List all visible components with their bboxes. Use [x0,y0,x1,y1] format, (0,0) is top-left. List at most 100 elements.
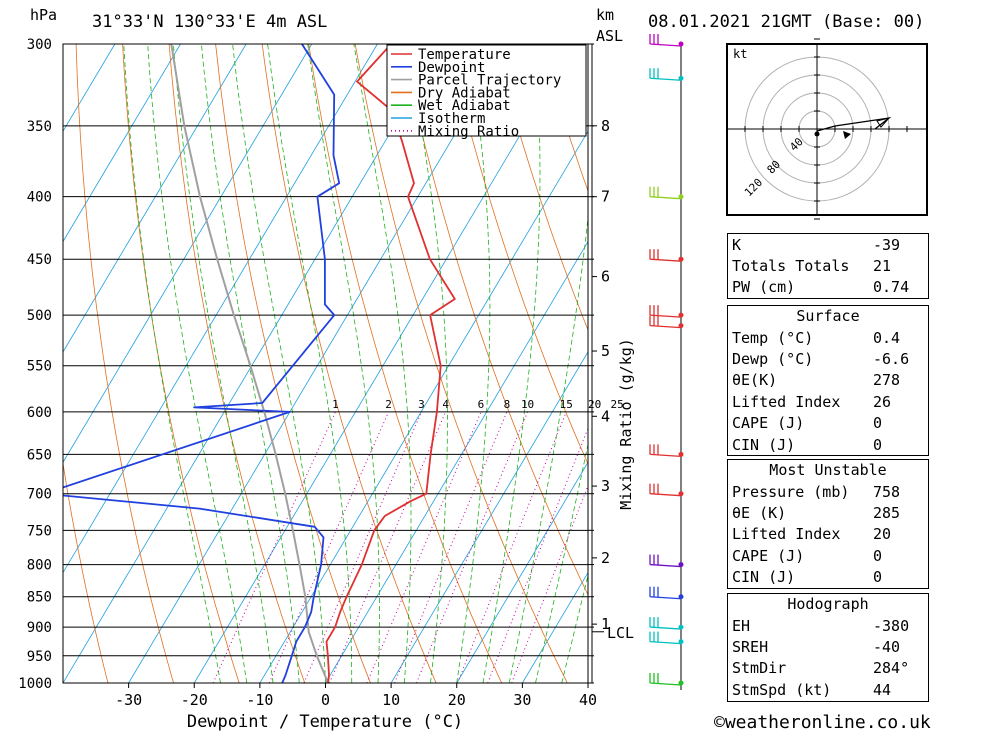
mixing-ratio-label: 25 [611,398,624,411]
most-unstable-row: Lifted Index 20 [728,524,928,545]
surface-value: -6.6 [873,350,910,369]
index-label: Totals Totals [732,257,850,276]
mixing-ratio-line [212,411,336,683]
wet-adiabat-line [407,44,448,683]
temperature-line [325,44,456,683]
hodograph-param-label: StmSpd (kt) [732,680,832,699]
most-unstable-table-title: Most Unstable [769,461,887,479]
index-value: -39 [873,235,901,254]
mixing-ratio-label: 4 [442,398,449,411]
wind-barb-shaft [649,196,682,200]
legend-label: Dewpoint [418,60,485,76]
profile-series [63,44,456,683]
surface-label: CAPE (J) [732,414,805,433]
pressure-tick-label: 700 [27,487,52,503]
wind-level-dot [678,491,684,497]
isotherm-line [63,44,378,574]
surface-row: CIN (J) 0 [728,434,928,455]
hodograph-origin [814,131,820,137]
isotherm-line [259,130,588,683]
most-unstable-label: Lifted Index [732,525,841,544]
surface-row: CAPE (J) 0 [728,413,928,434]
km-tick-label: 4 [601,407,610,425]
wind-barb-shaft [649,563,682,568]
temperature-tick-label: 40 [579,691,597,709]
mixing-ratio-line [487,427,588,683]
temperature-tick-label: 10 [382,691,400,709]
temperature-tick-label: 30 [513,691,531,709]
surface-row: Lifted Index 26 [728,391,928,412]
hodograph-param-value: -40 [873,638,901,657]
hodograph-trace [816,116,892,132]
km-tick-label: 6 [601,268,610,286]
most-unstable-row: θE (K) 285 [728,502,928,523]
most-unstable-label: CAPE (J) [732,546,805,565]
mixing-ratio-label: 6 [478,398,485,411]
x-axis-title: Dewpoint / Temperature (°C) [187,712,463,732]
isotherm-line [390,351,588,683]
dry-adiabat-line [960,44,1000,683]
most-unstable-value: 0 [873,546,883,565]
wind-barb-shaft [649,626,682,630]
storm-motion-marker [843,131,851,139]
temperature-tick-label: -30 [115,691,142,709]
wind-barb-shaft [649,493,682,497]
wind-barb-shaft [649,43,682,47]
wet-adiabat-line [232,44,326,683]
wet-adiabat-line [456,44,491,683]
wind-barb-shaft [649,324,682,329]
surface-value: 278 [873,371,901,390]
temperature-tick-label: 20 [448,691,466,709]
hodograph-table-title: Hodograph [787,595,869,613]
wind-level-dot [678,323,684,329]
isotherm-line [63,44,181,243]
km-tick-label: 1 [601,615,610,633]
dry-adiabat-line [447,44,588,466]
most-unstable-value: 20 [873,525,892,544]
mixing-ratio-label: 3 [418,398,425,411]
index-label: K [732,235,742,254]
temperature-tick-label: -10 [246,691,273,709]
pressure-tick-label: 450 [27,252,52,268]
dry-adiabat-line [75,44,174,683]
wind-level-dot [678,680,684,686]
isotherm-line [63,44,444,683]
wind-level-dot [678,562,684,568]
isotherm-line [193,44,575,683]
wind-barb-shaft [649,453,682,458]
surface-label: Temp (°C) [732,328,814,347]
axes: 1 2 3 4 6 8 10 15 20 2530035040045050055060065070… [18,37,634,709]
hodograph-param-row: StmDir 284° [728,658,928,679]
temperature-tick-label: 0 [321,691,330,709]
surface-value: 0 [873,414,883,433]
most-unstable-row: CIN (J) 0 [728,567,928,588]
pressure-unit-label: hPa [30,6,57,24]
surface-label: CIN (J) [732,435,796,454]
pressure-tick-label: 400 [27,190,52,206]
most-unstable-label: CIN (J) [732,568,796,587]
wind-barb-shaft [649,314,682,318]
wind-level-dot [678,624,684,630]
pressure-tick-label: 750 [27,523,52,539]
most-unstable-value: 0 [873,568,883,587]
legend-label: Dry Adiabat [418,85,511,101]
wet-adiabat-line [201,44,300,683]
mixing-ratio-line [329,411,447,683]
km-tick-label: 5 [601,342,610,360]
wet-adiabat-line [147,44,248,683]
legend-label: Parcel Trajectory [418,73,561,89]
datetime-title: 08.01.2021 21GMT (Base: 00) [648,12,924,32]
isotherm-line [128,44,509,683]
mixing-ratio-line [268,411,390,683]
km-label: km [596,6,614,24]
surface-row: θE(K) 278 [728,370,928,391]
wind-level-dot [678,194,684,200]
wind-level-dot [678,594,684,600]
surface-row: Temp (°C) 0.4 [728,327,928,348]
wet-adiabat-line [267,44,353,683]
hodograph-param-label: EH [732,616,751,635]
hodograph-param-row: SREH -40 [728,636,928,657]
isotherm-line [63,44,116,133]
wind-barb-shaft [649,640,682,645]
